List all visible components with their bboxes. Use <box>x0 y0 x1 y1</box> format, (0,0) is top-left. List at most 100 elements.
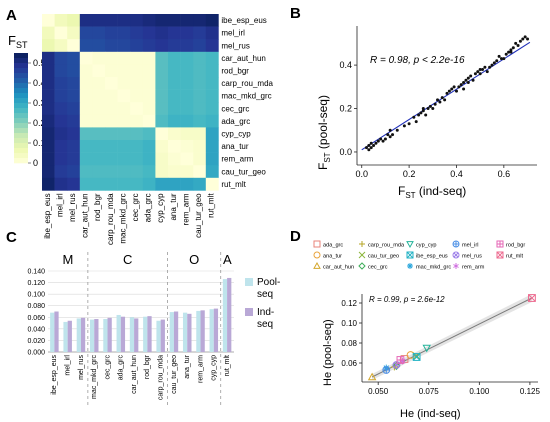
data-point <box>440 96 444 100</box>
heatmap-cell <box>79 114 93 128</box>
he-scatter-axes: 0.050 0.075 0.100 0.125 0.06 0.08 0.10 0.12 <box>341 294 540 396</box>
heatmap-row-label: ibe_esp_eus <box>221 16 266 25</box>
bar <box>213 308 219 352</box>
heatmap-cell <box>105 152 118 166</box>
heatmap-column-label: ada_grc <box>144 193 153 222</box>
heatmap-cell <box>168 152 181 166</box>
he-legend: ada_grc ana_tur car_aut_hun carp_rou_mdacau… <box>313 240 525 271</box>
heatmap-cell <box>168 177 181 191</box>
heatmap-cell <box>42 114 55 128</box>
data-point-car_aut_hun <box>367 372 377 381</box>
heatmap-cell <box>193 51 207 65</box>
heatmap-cell <box>168 102 181 116</box>
heatmap-column-labels: ibe_esp_eus mel_irl mel_rus car_aut_hun rod_… <box>43 193 216 245</box>
data-point <box>466 76 470 80</box>
heatmap-cell <box>168 165 181 179</box>
y-tick-label: 0.10 <box>341 319 357 328</box>
colorbar-swatch <box>14 78 28 84</box>
legend-marker <box>313 240 321 248</box>
bar <box>67 320 72 352</box>
heatmap-cell <box>79 165 93 179</box>
heatmap-cell <box>205 140 219 153</box>
bar <box>222 279 228 352</box>
heatmap-cell <box>67 152 81 166</box>
x-tick-label: 0.075 <box>419 387 440 396</box>
heatmap-cell <box>92 152 106 166</box>
heatmap-cell <box>205 177 219 191</box>
heatmap-cell <box>205 26 219 40</box>
data-point <box>424 113 428 117</box>
bar <box>129 317 135 352</box>
heatmap-cell <box>180 102 194 116</box>
bar <box>227 277 232 352</box>
data-point <box>369 146 373 150</box>
heatmap-column-label: rod_bgr <box>93 193 102 221</box>
heatmap-cell <box>130 77 144 90</box>
legend-marker <box>406 241 414 249</box>
heatmap-cell <box>168 64 181 78</box>
heatmap-cell <box>54 26 68 40</box>
x-category-label: carp_rou_mda <box>158 355 165 400</box>
heatmap-cell <box>105 39 118 53</box>
legend-marker <box>313 251 321 259</box>
heatmap-cell <box>130 64 144 78</box>
legend-marker <box>359 241 365 247</box>
heatmap-cell <box>105 77 118 90</box>
panel-c-letter: C <box>6 229 17 246</box>
colorbar-swatch <box>14 68 28 74</box>
heatmap-column-label: carp_rou_mda <box>106 193 115 245</box>
heatmap-cell <box>168 77 181 90</box>
heatmap-cell <box>105 127 118 141</box>
heatmap-cell <box>92 165 106 179</box>
heatmap-cell <box>42 89 55 103</box>
heatmap-cell <box>67 51 81 65</box>
legend-label: rut_mlt <box>506 254 524 260</box>
heatmap-cell <box>168 89 181 103</box>
heatmap-cell <box>155 152 169 166</box>
heatmap-cell <box>67 114 81 128</box>
y-tick-label: 0.140 <box>27 269 45 276</box>
y-tick-label: 0.000 <box>27 350 45 357</box>
data-point <box>388 135 392 139</box>
colorbar-swatch <box>14 133 28 139</box>
heatmap-column-label: cyp_cyp <box>156 193 165 223</box>
data-point <box>454 89 458 93</box>
colorbar-swatch <box>14 128 28 134</box>
colorbar-swatch <box>14 158 28 164</box>
legend-label: cyp_cyp <box>416 243 437 249</box>
heatmap-cell <box>117 26 131 40</box>
heatmap-row-label: rod_bgr <box>221 66 249 75</box>
heatmap-cell <box>193 127 207 141</box>
heatmap-cell <box>180 89 194 103</box>
heatmap-cell <box>79 140 93 153</box>
heatmap-column-label: rut_mlt <box>207 193 216 218</box>
heatmap-cell <box>79 51 93 65</box>
data-point <box>421 107 425 111</box>
heatmap-cell <box>105 177 118 191</box>
x-category-label: rod_bgr <box>144 354 151 379</box>
heatmap-cell <box>42 77 55 90</box>
x-tick-label: 0.125 <box>520 387 541 396</box>
heatmap-cell <box>180 177 194 191</box>
data-point <box>402 124 406 128</box>
colorbar-swatch <box>14 53 28 59</box>
data-point-cec_grc <box>392 361 401 371</box>
data-point <box>473 72 477 76</box>
heatmap-grid <box>42 14 219 191</box>
y-tick-label: 0.120 <box>27 280 45 287</box>
x-tick-label: 0.0 <box>355 169 368 179</box>
legend-marker <box>313 261 321 269</box>
panel-d-letter: D <box>290 228 301 245</box>
data-point <box>374 141 378 145</box>
heatmap-cell <box>54 102 68 116</box>
heatmap-cell <box>79 102 93 116</box>
bar <box>94 319 99 352</box>
heatmap-column-label: ibe_esp_eus <box>43 193 52 238</box>
heatmap-cell <box>205 165 219 179</box>
colorbar-swatch <box>14 98 28 104</box>
heatmap-column-label: ana_tur <box>169 193 178 220</box>
heatmap-cell <box>92 177 106 191</box>
heatmap-cell <box>79 152 93 166</box>
heatmap-cell <box>117 14 131 27</box>
